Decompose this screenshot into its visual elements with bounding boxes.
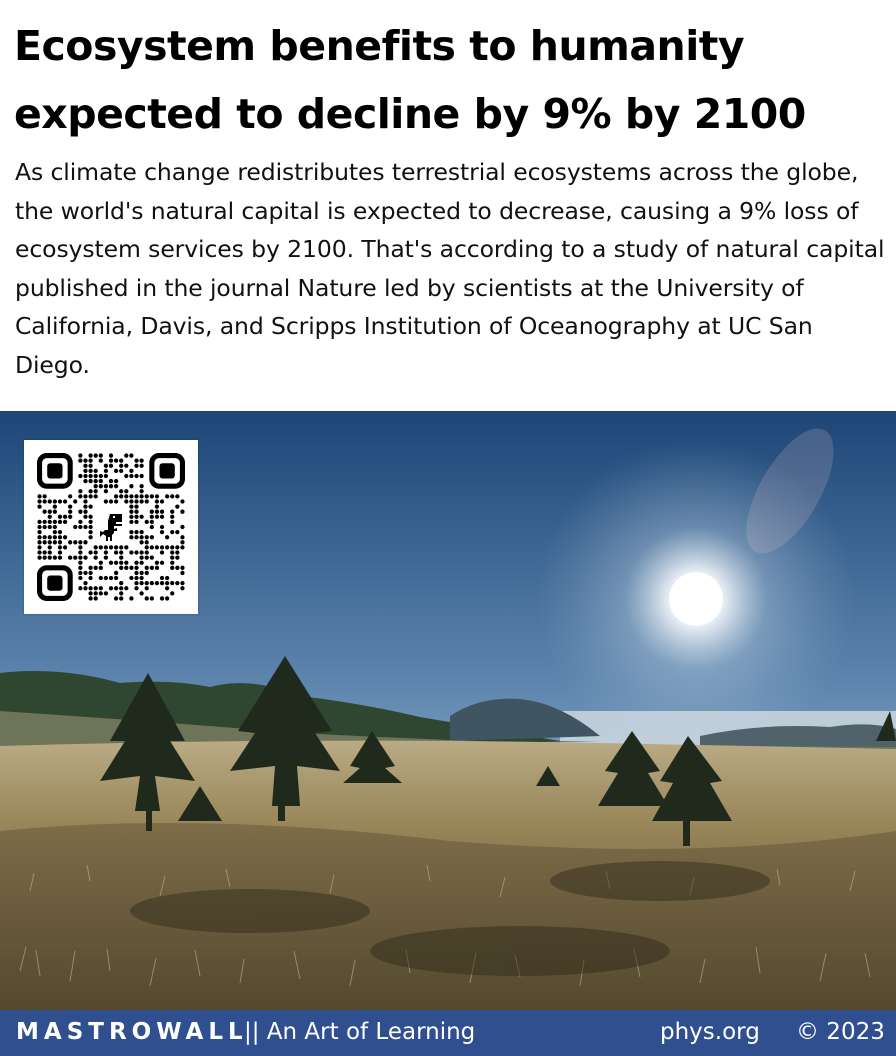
qr-code[interactable] <box>24 440 198 614</box>
footer-bar: MASTROWALL || An Art of Learning phys.or… <box>0 1010 896 1056</box>
headline: Ecosystem benefits to humanity expected … <box>14 22 806 138</box>
article-summary: As climate change redistributes terrestr… <box>15 158 885 379</box>
brand-tagline: || An Art of Learning <box>244 1019 476 1045</box>
landscape-photo <box>0 411 896 1010</box>
copyright: © 2023 <box>796 1019 885 1045</box>
source-credit: phys.org <box>660 1019 760 1045</box>
qr-matrix <box>37 453 185 601</box>
brand-name: MASTROWALL <box>16 1019 248 1045</box>
dinosaur-icon <box>94 510 128 544</box>
